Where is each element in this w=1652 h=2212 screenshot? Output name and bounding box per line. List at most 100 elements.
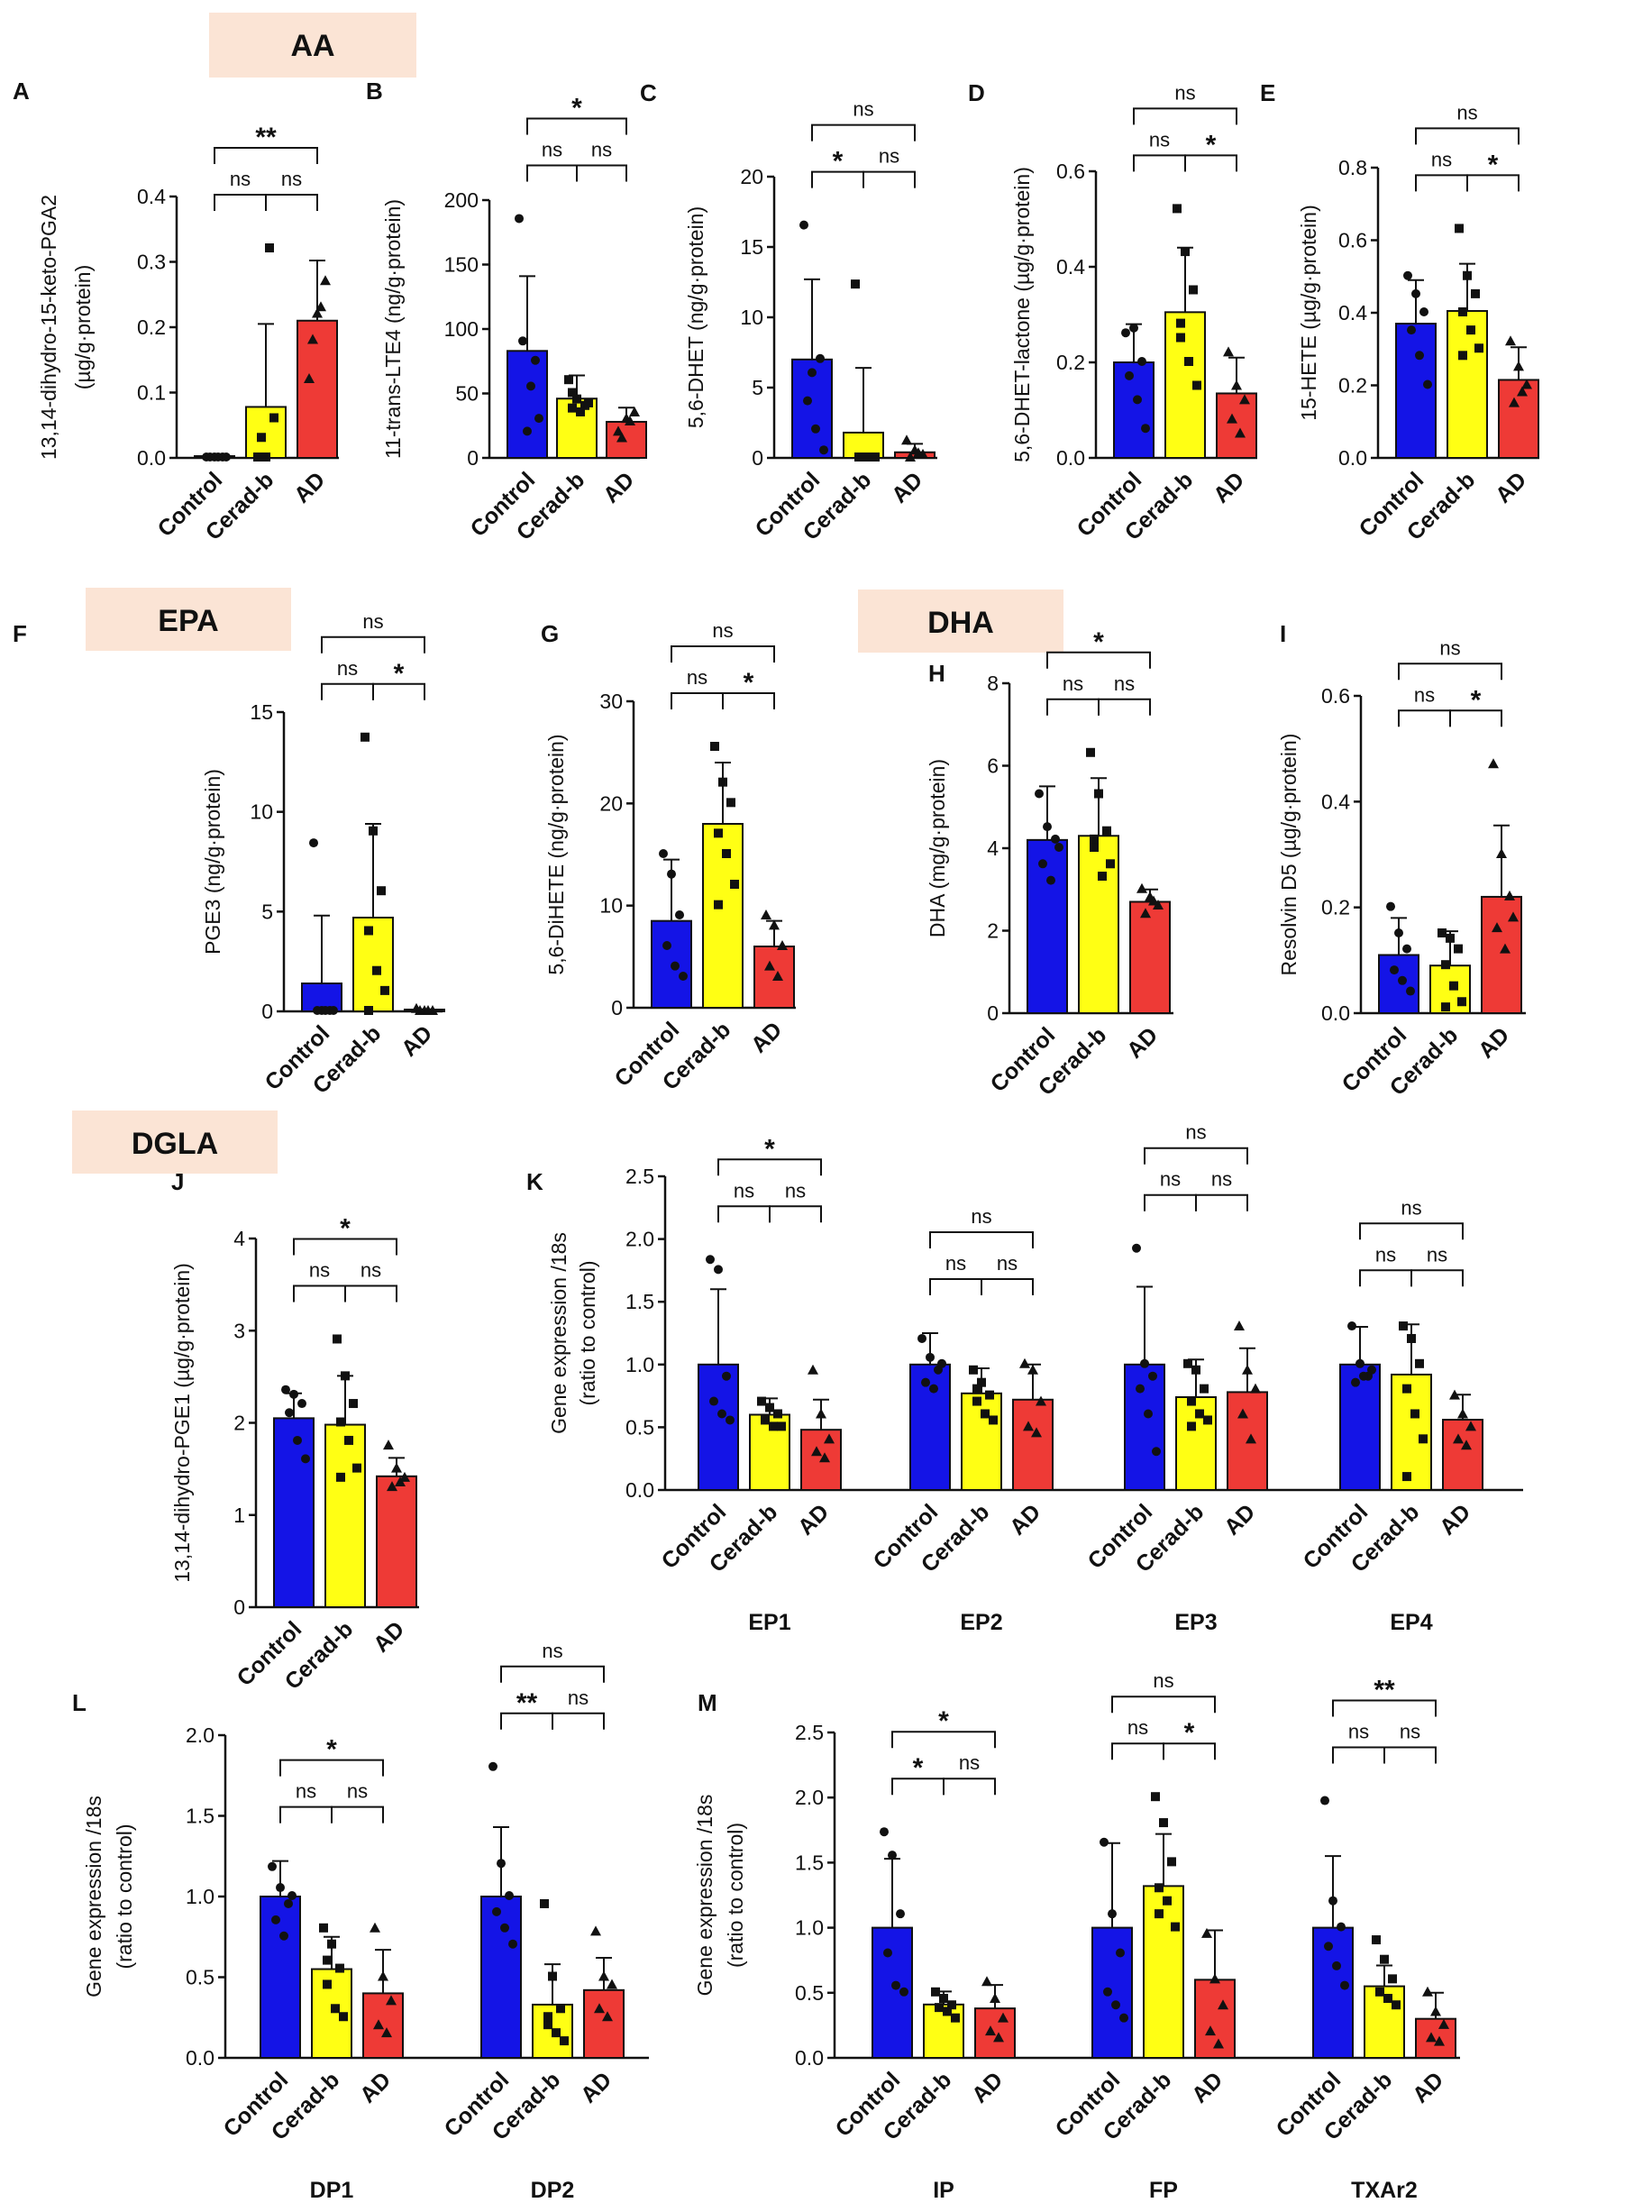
y-tick-label: 0 [261,1000,273,1023]
data-point [321,1006,330,1015]
data-point [777,940,788,950]
y-axis-label: Gene expression /18s [547,1232,570,1434]
data-point [819,445,828,455]
section-dha: DHA [858,590,1063,653]
data-point [372,965,381,975]
significance-bracket [1449,709,1502,727]
x-tick-label: AD [598,467,639,507]
significance-bracket [863,170,916,188]
data-point [1458,307,1467,316]
data-point [1324,1942,1333,1951]
data-point [985,1390,994,1400]
y-tick-label: 0.0 [1321,1001,1350,1025]
significance-label: ns [1401,1196,1421,1219]
y-tick-label: 2.0 [795,1786,824,1809]
y-tick-label: 30 [599,690,623,713]
data-point [1100,1837,1109,1847]
data-point [1488,758,1499,769]
data-point [1200,1384,1209,1394]
data-point [265,243,274,252]
significance-label: ** [1374,1676,1395,1705]
data-point [1441,960,1450,970]
y-axis-label: 5,6-DHET-lactone (µg/g·protein) [1010,167,1034,462]
data-point [387,1481,397,1492]
data-point [301,1454,310,1464]
significance-label: ns [230,168,251,190]
data-point [1383,1994,1392,2004]
data-point [717,1409,726,1419]
y-tick-label: 0.0 [137,446,166,470]
data-point [257,433,266,443]
y-axis-label: Gene expression /18s [82,1796,105,1997]
data-point [1167,1857,1176,1867]
data-point [726,798,735,808]
data-point [947,2000,956,2010]
data-point [568,388,577,398]
data-point [329,1006,338,1015]
data-point [613,425,624,436]
data-point [1051,834,1060,844]
data-point [1141,424,1150,434]
significance-label: * [1093,627,1104,657]
bar-ad [583,1988,625,2060]
data-point [943,2006,952,2016]
y-tick-label: 2 [987,919,999,943]
data-point [1455,224,1464,233]
data-point [576,407,585,416]
data-point [1192,380,1201,390]
bar-control [698,1363,739,1492]
y-tick-label: 2.5 [795,1721,824,1744]
y-tick-label: 1 [233,1504,245,1527]
data-point [811,1446,822,1457]
section-dha-label: DHA [927,606,994,640]
bar-control [480,1896,522,2059]
y-tick-label: 0.2 [1321,896,1350,919]
data-point [761,909,771,919]
data-point [1399,1321,1408,1331]
data-point [564,375,573,385]
data-point [1415,1358,1424,1368]
data-point [1205,2025,1216,2036]
data-point [880,1827,889,1837]
x-tick-label: AD [1209,467,1249,507]
significance-bracket [214,194,267,211]
significance-label: ns [734,1179,754,1202]
x-tick-label: AD [1435,1499,1475,1540]
y-tick-label: 20 [599,791,623,815]
significance-bracket [717,1158,822,1176]
y-axis-label: 15-HETE (µg/g·protein) [1297,205,1320,421]
section-epa-bg [86,588,291,651]
data-point [1419,307,1428,316]
significance-label: ** [516,1688,538,1718]
y-tick-label: 10 [740,306,763,329]
data-point [327,1939,336,1949]
y-axis-label: 5,6-DHET (ng/g·protein) [684,206,707,428]
data-point [399,1471,410,1482]
chart-panel-e: E0.00.20.40.60.815-HETE (µg/g·protein)Co… [1260,79,1539,545]
significance-label: * [1488,150,1499,179]
data-point [1402,944,1411,954]
data-point [765,1403,774,1412]
data-point [352,1463,361,1473]
data-point [901,434,912,445]
significance-bracket [1133,154,1186,172]
data-point [1337,1922,1346,1932]
data-point [871,452,880,462]
data-point [1132,1243,1141,1253]
y-tick-label: 20 [740,165,763,188]
data-point [1036,1395,1046,1406]
data-point [364,926,373,936]
significance-bracket [943,1778,996,1796]
data-point [1403,270,1412,280]
data-point [714,1265,723,1275]
data-point [1144,1409,1153,1419]
x-tick-label: AD [355,2067,396,2107]
data-point [939,1994,948,2004]
y-tick-label: 1.5 [186,1805,214,1828]
significance-label: ns [337,657,358,680]
data-point [726,1415,735,1425]
significance-bracket [1359,1269,1412,1287]
data-point [1140,1358,1149,1368]
data-point [515,214,524,224]
